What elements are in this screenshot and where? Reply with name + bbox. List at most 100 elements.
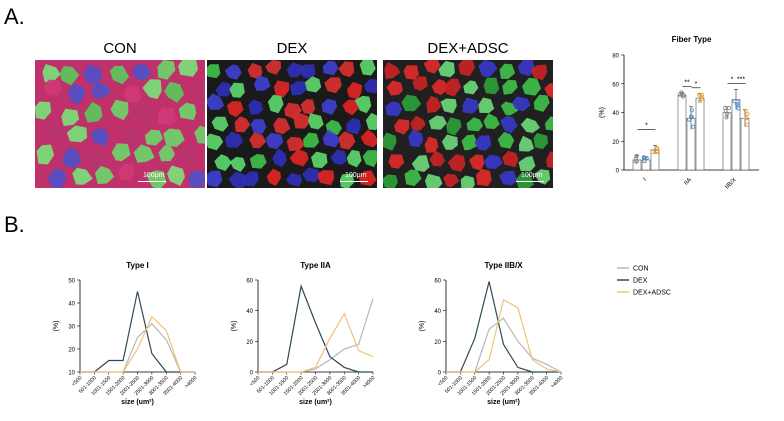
line-chart-xlabel: size (um²) xyxy=(299,399,332,406)
series-line-dex-adsc xyxy=(446,299,562,373)
line-chart-ytick-label: 20 xyxy=(68,348,75,354)
line-chart-ytick-label: 20 xyxy=(434,340,441,346)
bar-data-point xyxy=(744,116,749,121)
line-chart-ytick-label: 40 xyxy=(246,309,253,315)
line-chart-xtick-label: >4000 xyxy=(184,375,199,390)
line-chart-ytick-label: 60 xyxy=(434,279,441,285)
micrograph-title-dex: DEX xyxy=(276,40,308,57)
line-chart-title: Type I xyxy=(126,261,149,270)
line-chart-ylabel: (%) xyxy=(231,321,238,332)
scale-text-dex-adsc: 100μm xyxy=(521,172,543,179)
bar-data-point xyxy=(679,90,684,95)
significance-label: * xyxy=(695,81,698,88)
bar-data-point xyxy=(699,92,704,97)
panel-a-label: A. xyxy=(4,4,25,29)
series-line-con xyxy=(258,298,374,373)
bar-data-point xyxy=(644,155,649,160)
series-line-dex xyxy=(446,281,561,373)
line-chart-ytick-label: 20 xyxy=(246,340,253,346)
line-chart-title: Type IIA xyxy=(300,261,331,270)
line-chart-xlabel: size (um²) xyxy=(121,399,154,406)
bar-chart-category-label: IIB/X xyxy=(724,177,737,190)
bar-data-point xyxy=(689,114,694,119)
bar-data-point xyxy=(745,122,750,127)
bar-data-point xyxy=(745,111,750,116)
type-iia-line-chart: Type IIA(%)0204060<500501-10001001-15001… xyxy=(231,261,377,406)
bar-data-point xyxy=(697,98,702,103)
bar-con-iibx xyxy=(722,112,732,171)
bar-chart-ytick-label: 40 xyxy=(612,111,619,117)
bar-data-point xyxy=(634,153,639,158)
micrograph-con xyxy=(35,60,205,188)
bar-data-point xyxy=(642,156,647,161)
bar-data-point xyxy=(691,124,696,129)
line-chart-ytick-label: 0 xyxy=(250,371,254,377)
micrograph-dex-adsc-image xyxy=(383,60,553,188)
bar-data-point xyxy=(699,96,704,101)
bar-data-point xyxy=(732,99,737,104)
legend-label-dex-adsc: DEX+ADSC xyxy=(633,290,671,297)
bar-data-point xyxy=(727,106,732,111)
bar-chart-ytick-label: 20 xyxy=(612,140,619,146)
bar-data-point xyxy=(743,108,748,113)
scale-bar-dex xyxy=(340,181,368,182)
chart-legend: CON DEX DEX+ADSC xyxy=(617,266,671,297)
bar-data-point xyxy=(654,149,659,154)
micrograph-con-image xyxy=(35,60,205,188)
bar-chart-category-label: I xyxy=(642,177,648,183)
bar-data-point xyxy=(650,149,655,154)
line-chart-ytick-label: 60 xyxy=(246,279,253,285)
micrograph-dex-image xyxy=(207,60,377,188)
type-i-line-chart: Type I(%)1020304050<500501-10001001-1500… xyxy=(53,261,199,406)
line-chart-ytick-label: 40 xyxy=(434,309,441,315)
bar-data-point xyxy=(689,115,694,120)
micrograph-title-dex-adsc: DEX+ADSC xyxy=(427,40,509,57)
bar-data-point xyxy=(735,102,740,107)
bar-chart-ytick-label: 60 xyxy=(612,82,619,88)
bar-chart-ytick-label: 80 xyxy=(612,54,619,60)
bar-data-point xyxy=(697,92,702,97)
bar-con-iia xyxy=(677,94,687,171)
bar-data-point xyxy=(723,109,728,114)
scale-text-dex: 100μm xyxy=(345,172,367,179)
bar-chart-ytick-label: 0 xyxy=(616,169,620,175)
bar-data-point xyxy=(634,159,639,164)
line-chart-ytick-label: 40 xyxy=(68,302,75,308)
series-line-dex xyxy=(258,283,373,373)
bar-data-point xyxy=(654,145,659,150)
line-chart-xtick-label: >4000 xyxy=(550,375,565,390)
scale-bar-con xyxy=(138,181,166,182)
scale-bar-dex-adsc xyxy=(516,181,544,182)
bar-data-point xyxy=(679,92,684,97)
micrograph-dex xyxy=(207,60,377,188)
line-chart-ytick-label: 30 xyxy=(68,325,75,331)
significance-label: *** xyxy=(737,77,745,84)
significance-label: * xyxy=(645,123,648,130)
legend-label-con: CON xyxy=(633,266,649,273)
line-chart-ytick-label: 10 xyxy=(68,371,75,377)
scale-text-con: 100μm xyxy=(143,172,165,179)
series-line-dex-adsc xyxy=(258,312,374,373)
panel-b-label: B. xyxy=(4,212,25,237)
bar-chart-title: Fiber Type xyxy=(672,35,712,44)
bar-chart-ylabel: (%) xyxy=(599,107,606,118)
bar-chart-category-label: IIA xyxy=(683,177,692,186)
series-line-dex-adsc xyxy=(80,315,195,373)
line-chart-ylabel: (%) xyxy=(53,321,60,332)
line-chart-xlabel: size (um²) xyxy=(487,399,520,406)
type-iib-line-chart: Type IIB/X(%)0204060<500501-10001001-150… xyxy=(419,261,565,406)
bar-data-point xyxy=(687,117,692,122)
line-chart-ytick-label: 0 xyxy=(438,371,442,377)
series-line-dex xyxy=(80,291,195,373)
bar-data-point xyxy=(699,94,704,99)
bar-dex-adsc-iia xyxy=(695,97,705,171)
line-chart-ytick-label: 50 xyxy=(68,279,75,285)
bar-data-point xyxy=(689,108,694,113)
line-chart-xtick-label: >4000 xyxy=(362,375,377,390)
micrograph-title-con: CON xyxy=(103,40,137,57)
micrograph-dex-adsc xyxy=(383,60,553,188)
significance-label: ** xyxy=(684,79,690,86)
line-chart-title: Type IIB/X xyxy=(484,261,523,270)
significance-label: * xyxy=(731,77,734,84)
